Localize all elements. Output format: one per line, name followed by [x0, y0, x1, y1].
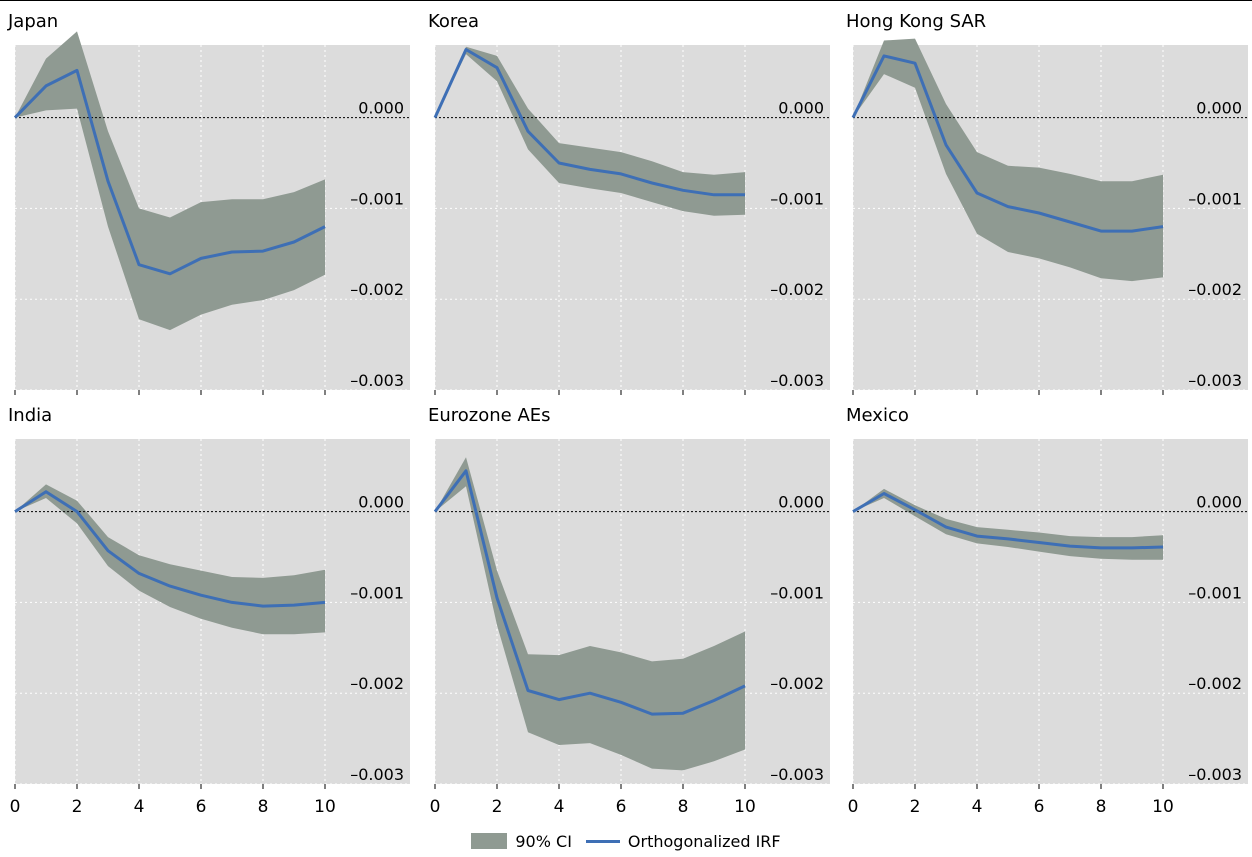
irf-line: [433, 469, 746, 716]
legend-ci-label: 90% CI: [515, 831, 572, 851]
x-tick-label: 8: [258, 797, 269, 817]
y-tick-label: –0.003: [350, 371, 404, 390]
y-tick-label: 0.000: [1196, 99, 1242, 118]
irf-line: [852, 492, 1164, 550]
ci-band: [435, 46, 745, 216]
x-tick-label: 6: [616, 797, 627, 817]
x-tick-label: 4: [972, 797, 983, 817]
ci-band: [15, 31, 325, 331]
irf-line: [433, 48, 745, 197]
x-tick-label: 2: [492, 797, 503, 817]
panel-eurozone-aes: Eurozone AEs 0.000 –0.001 –0.002 –0.003 0 2 4 6 8…: [428, 405, 830, 817]
ci-band: [15, 484, 325, 635]
y-tick-label: –0.001: [350, 583, 404, 602]
x-tick-label: 4: [134, 797, 145, 817]
y-tick-label: 0.000: [778, 99, 824, 118]
panel-title: Eurozone AEs: [428, 405, 551, 426]
y-tick-label: –0.001: [1188, 583, 1242, 602]
y-tick-label: –0.003: [770, 371, 824, 390]
y-tick-label: 0.000: [358, 493, 404, 512]
y-tick-label: –0.003: [1188, 765, 1242, 784]
x-tick-label: 2: [910, 797, 921, 817]
legend-item-ci: 90% CI: [471, 832, 572, 851]
panel-mexico: Mexico 0.000 –0.001 –0.002 –0.003 0 2 4 6 8 10: [846, 405, 1248, 817]
y-tick-label: –0.003: [350, 765, 404, 784]
legend-irf-label: Orthogonalized IRF: [627, 831, 781, 851]
irf-line-swatch: [585, 839, 620, 843]
panel-india: India 0.000 –0.001 –0.002 –0.003 0 2 4 6 8 10: [8, 405, 410, 817]
panel-title: Hong Kong SAR: [846, 11, 986, 32]
irf-line: [14, 490, 326, 608]
irf-line: [851, 54, 1164, 233]
ci-band: [853, 488, 1163, 560]
panel-hong-kong-sar: Hong Kong SAR 0.000 –0.001 –0.002 –0.003: [846, 11, 1248, 395]
plot-background: [435, 45, 830, 390]
panel-title: India: [8, 405, 52, 426]
y-tick-label: –0.003: [770, 765, 824, 784]
x-tick-label: 2: [72, 797, 83, 817]
x-tick-label: 8: [678, 797, 689, 817]
legend-item-irf: Orthogonalized IRF: [585, 831, 781, 851]
ci-band: [435, 457, 745, 771]
y-tick-label: –0.001: [1188, 189, 1242, 208]
panel-title: Korea: [428, 11, 479, 32]
ci-swatch: [471, 833, 508, 849]
y-tick-label: –0.002: [350, 674, 404, 693]
legend: 90% CI Orthogonalized IRF: [0, 830, 1252, 852]
x-tick-label: 10: [734, 797, 756, 817]
x-tick-label: 10: [1152, 797, 1174, 817]
y-tick-label: –0.002: [1188, 280, 1242, 299]
x-tick-label: 6: [196, 797, 207, 817]
y-tick-label: 0.000: [778, 493, 824, 512]
charts-canvas: Japan 0.000 –0.001 –0.002 –0.003 Korea 0.000 –0…: [7, 11, 1248, 817]
y-tick-label: –0.001: [770, 189, 824, 208]
y-tick-label: 0.000: [358, 99, 404, 118]
y-tick-label: –0.002: [770, 280, 824, 299]
panel-title: Japan: [7, 11, 58, 32]
x-tick-label: 10: [314, 797, 336, 817]
y-tick-label: –0.002: [350, 280, 404, 299]
y-tick-label: –0.002: [770, 674, 824, 693]
y-tick-label: –0.001: [350, 189, 404, 208]
panel-title: Mexico: [846, 405, 909, 426]
x-tick-label: 0: [10, 797, 21, 817]
y-tick-label: –0.003: [1188, 371, 1242, 390]
x-tick-label: 6: [1034, 797, 1045, 817]
x-tick-label: 0: [848, 797, 859, 817]
irf-line: [13, 68, 326, 276]
ci-band: [853, 38, 1163, 282]
panel-korea: Korea 0.000 –0.001 –0.002 –0.003: [428, 11, 830, 395]
y-tick-label: –0.001: [770, 583, 824, 602]
y-tick-label: –0.002: [1188, 674, 1242, 693]
x-tick-label: 0: [430, 797, 441, 817]
x-tick-label: 8: [1096, 797, 1107, 817]
top-rule: [0, 0, 1252, 1]
plot-background: [853, 439, 1248, 784]
x-tick-label: 4: [554, 797, 565, 817]
panel-japan: Japan 0.000 –0.001 –0.002 –0.003: [7, 11, 410, 395]
y-tick-label: 0.000: [1196, 493, 1242, 512]
